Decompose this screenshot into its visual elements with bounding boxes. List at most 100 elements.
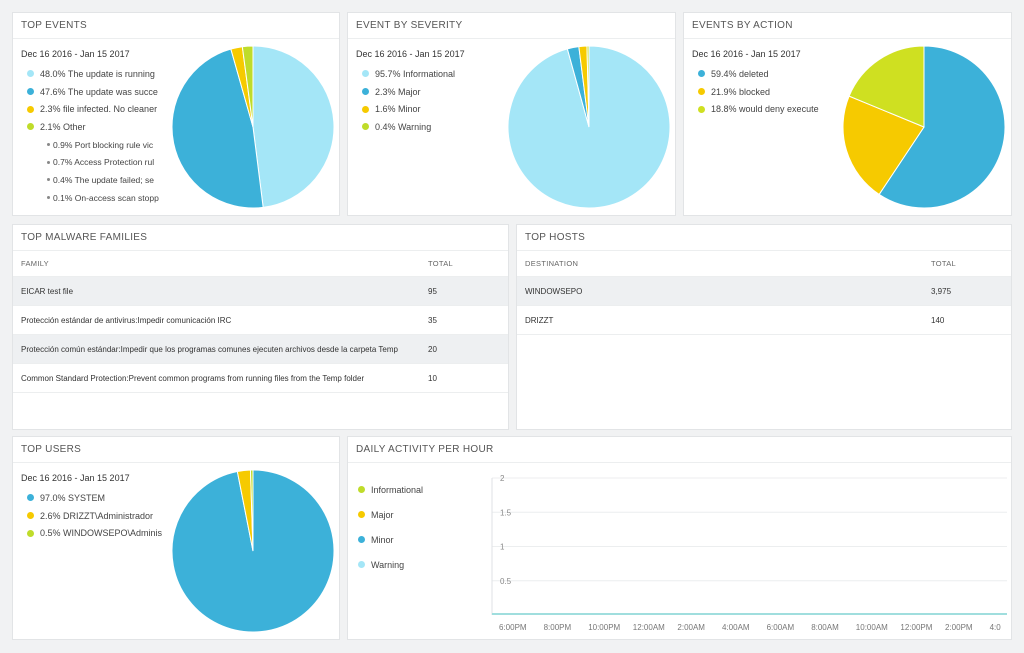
legend-label: 2.1% Other [40, 121, 86, 132]
legend-item[interactable]: 0.5% WINDOWSEPO\Adminis [27, 524, 169, 542]
cell-total: 95 [428, 286, 437, 296]
pie-chart [507, 45, 671, 209]
legend: 95.7% Informational 2.3% Major 1.6% Mino… [362, 65, 512, 136]
legend-label: Informational [371, 484, 424, 495]
legend-item[interactable]: Informational [358, 477, 423, 502]
x-tick-label: 4:00AM [722, 623, 750, 632]
hosts-table: DESTINATION TOTAL WINDOWSEPO 3,975 DRIZZ… [517, 251, 1011, 335]
pie-chart [171, 45, 335, 209]
legend-dot-icon [362, 123, 369, 131]
legend-item[interactable]: 2.6% DRIZZT\Administrador [27, 507, 169, 525]
table-row[interactable]: EICAR test file 95 [13, 277, 508, 306]
legend-dot-icon [698, 70, 705, 78]
table-row[interactable]: WINDOWSEPO 3,975 [517, 277, 1011, 306]
events-by-action-panel: EVENTS BY ACTION Dec 16 2016 - Jan 15 20… [683, 12, 1012, 216]
y-tick-label: 0.5 [500, 577, 512, 586]
column-header-total[interactable]: TOTAL [428, 259, 453, 268]
top-malware-families-panel: TOP MALWARE FAMILIES FAMILY TOTAL EICAR … [12, 224, 509, 430]
x-tick-label: 12:00PM [900, 623, 932, 632]
legend-sub-item[interactable]: 0.1% On-access scan stopp [27, 189, 169, 207]
cell-destination: WINDOWSEPO [525, 286, 583, 296]
pie-slice[interactable] [878, 45, 1006, 209]
bullet-icon [47, 160, 50, 164]
legend-label: 0.7% Access Protection rul [53, 157, 155, 168]
legend-dot-icon [358, 561, 365, 568]
pie-slice[interactable] [848, 45, 925, 128]
legend-label: 97.0% SYSTEM [40, 492, 106, 503]
pie-slice[interactable] [249, 469, 254, 552]
pie-slice[interactable] [842, 95, 925, 196]
legend-label: 2.3% file infected. No cleaner [40, 104, 158, 115]
legend-item[interactable]: 2.1% Other [27, 118, 169, 136]
y-tick-label: 1.5 [500, 508, 512, 517]
legend: 48.0% The update is running 47.6% The up… [27, 65, 169, 207]
legend-dot-icon [362, 105, 369, 113]
legend-item[interactable]: 1.6% Minor [362, 100, 512, 118]
legend-dot-icon [27, 88, 34, 96]
legend-item[interactable]: 0.4% Warning [362, 118, 512, 136]
legend-label: 0.5% WINDOWSEPO\Adminis [40, 528, 163, 539]
legend-item[interactable]: Warning [358, 552, 423, 577]
legend-label: 59.4% deleted [711, 68, 769, 79]
x-tick-label: 6:00PM [499, 623, 527, 632]
panel-title: TOP MALWARE FAMILIES [13, 225, 508, 251]
column-header-total[interactable]: TOTAL [931, 259, 956, 268]
column-header-destination[interactable]: DESTINATION [525, 259, 579, 268]
top-hosts-panel: TOP HOSTS DESTINATION TOTAL WINDOWSEPO 3… [516, 224, 1012, 430]
x-tick-label: 6:00AM [767, 623, 795, 632]
x-tick-label: 2:00PM [945, 623, 973, 632]
column-header-family[interactable]: FAMILY [21, 259, 49, 268]
legend-label: 0.1% On-access scan stopp [53, 192, 159, 203]
legend-sub-item[interactable]: 0.7% Access Protection rul [27, 153, 169, 171]
legend-item[interactable]: 48.0% The update is running [27, 65, 169, 83]
legend-item[interactable]: 2.3% file infected. No cleaner [27, 100, 169, 118]
table-row[interactable]: Protección estándar de antivirus:Impedir… [13, 306, 508, 335]
cell-family: EICAR test file [21, 286, 74, 296]
legend-label: Warning [371, 559, 405, 570]
table-row[interactable]: Common Standard Protection:Prevent commo… [13, 364, 508, 393]
legend-sub-item[interactable]: 0.4% The update failed; se [27, 171, 169, 189]
event-by-severity-panel: EVENT BY SEVERITY Dec 16 2016 - Jan 15 2… [347, 12, 676, 216]
table-row[interactable]: DRIZZT 140 [517, 306, 1011, 335]
legend-item[interactable]: 47.6% The update was succe [27, 83, 169, 101]
legend-label: 2.3% Major [375, 86, 421, 97]
date-range: Dec 16 2016 - Jan 15 2017 [356, 49, 465, 59]
x-tick-label: 4:0 [990, 623, 1002, 632]
legend-item[interactable]: 18.8% would deny execute [698, 100, 848, 118]
legend-dot-icon [358, 511, 365, 518]
legend-item[interactable]: 2.3% Major [362, 83, 512, 101]
legend-item[interactable]: 95.7% Informational [362, 65, 512, 83]
legend-label: 0.4% Warning [375, 121, 432, 132]
legend-label: 0.4% The update failed; se [53, 174, 154, 185]
legend-dot-icon [27, 123, 34, 131]
legend-item[interactable]: 97.0% SYSTEM [27, 489, 169, 507]
pie-chart [842, 45, 1006, 209]
pie-slice[interactable] [586, 45, 590, 128]
cell-total: 3,975 [931, 286, 952, 296]
legend-sub-item[interactable]: 0.9% Port blocking rule vic [27, 136, 169, 154]
legend-item[interactable]: Major [358, 502, 423, 527]
legend-dot-icon [698, 88, 705, 96]
panel-title: TOP HOSTS [517, 225, 1011, 251]
legend-item[interactable]: 21.9% blocked [698, 83, 848, 101]
pie-slice[interactable] [171, 48, 264, 209]
legend-dot-icon [362, 88, 369, 96]
table-row[interactable]: Protección común estándar:Impedir que lo… [13, 335, 508, 364]
legend-dot-icon [362, 70, 369, 78]
legend-item[interactable]: Minor [358, 527, 423, 552]
table-header: DESTINATION TOTAL [517, 251, 1011, 277]
cell-family: Protección común estándar:Impedir que lo… [21, 344, 398, 354]
legend-label: 18.8% would deny execute [711, 104, 819, 115]
pie-chart [171, 469, 335, 633]
legend-dot-icon [698, 105, 705, 113]
legend-label: 21.9% blocked [711, 86, 771, 97]
top-users-panel: TOP USERS Dec 16 2016 - Jan 15 2017 97.0… [12, 436, 340, 640]
legend-label: 1.6% Minor [375, 104, 421, 115]
pie-slice[interactable] [241, 45, 254, 128]
cell-family: Protección estándar de antivirus:Impedir… [21, 315, 232, 325]
pie-slice[interactable] [252, 45, 335, 208]
legend-item[interactable]: 59.4% deleted [698, 65, 848, 83]
legend-dot-icon [27, 105, 34, 113]
legend-dot-icon [358, 486, 365, 493]
y-tick-label: 2 [500, 474, 505, 483]
